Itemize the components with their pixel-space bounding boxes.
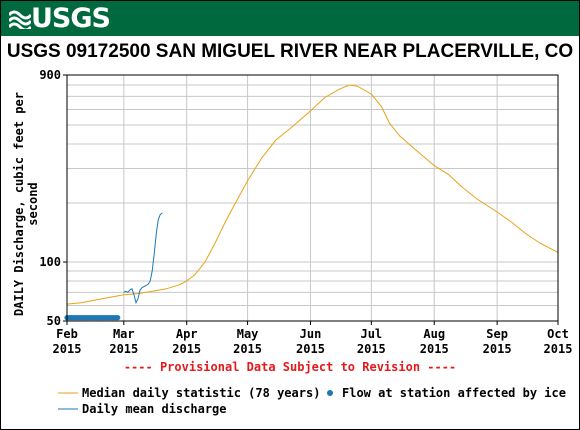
median-series-line [66,84,559,305]
ice-markers [64,315,121,321]
daily-mean-series-line [123,212,163,305]
chart-grid [66,74,559,322]
x-tick-month: Aug [423,327,445,341]
x-tick-month: Feb [56,327,78,341]
usgs-wave-icon [9,10,31,29]
legend-ice-swatch [327,390,333,396]
x-tick-year: 2015 [109,342,138,356]
x-tick-month: Mar [113,327,135,341]
y-tick-label: 100 [39,255,61,269]
x-tick-year: 2015 [544,342,573,356]
ice-marker [115,315,121,321]
chart-title: USGS 09172500 SAN MIGUEL RIVER NEAR PLAC… [6,41,574,62]
x-tick-month: Jul [360,327,382,341]
legend-median-label: Median daily statistic (78 years) [82,386,321,400]
x-ticks: Feb2015Mar2015Apr2015May2015Jun2015Jul20… [53,321,573,356]
usgs-logo-text: USGS [31,3,111,34]
usgs-banner: USGS [1,1,579,36]
x-tick-month: May [237,327,259,341]
x-tick-year: 2015 [420,342,449,356]
y-tick-label: 900 [39,68,61,82]
x-tick-year: 2015 [233,342,262,356]
legend-marks [58,390,333,410]
y-ticks: 900 100 50 [39,68,67,328]
x-tick-month: Apr [176,327,198,341]
x-tick-year: 2015 [172,342,201,356]
x-tick-year: 2015 [53,342,82,356]
x-tick-year: 2015 [357,342,386,356]
x-tick-year: 2015 [296,342,325,356]
plot-border [66,74,559,322]
legend-ice-label: Flow at station affected by ice [342,386,566,400]
y-tick-label: 50 [47,314,61,328]
legend-daily-label: Daily mean discharge [82,402,227,416]
series-layer [66,84,559,305]
x-tick-month: Jun [300,327,322,341]
provisional-note: ---- Provisional Data Subject to Revisio… [123,360,457,374]
x-tick-month: Sep [486,327,508,341]
x-tick-year: 2015 [483,342,512,356]
x-tick-month: Oct [547,327,569,341]
